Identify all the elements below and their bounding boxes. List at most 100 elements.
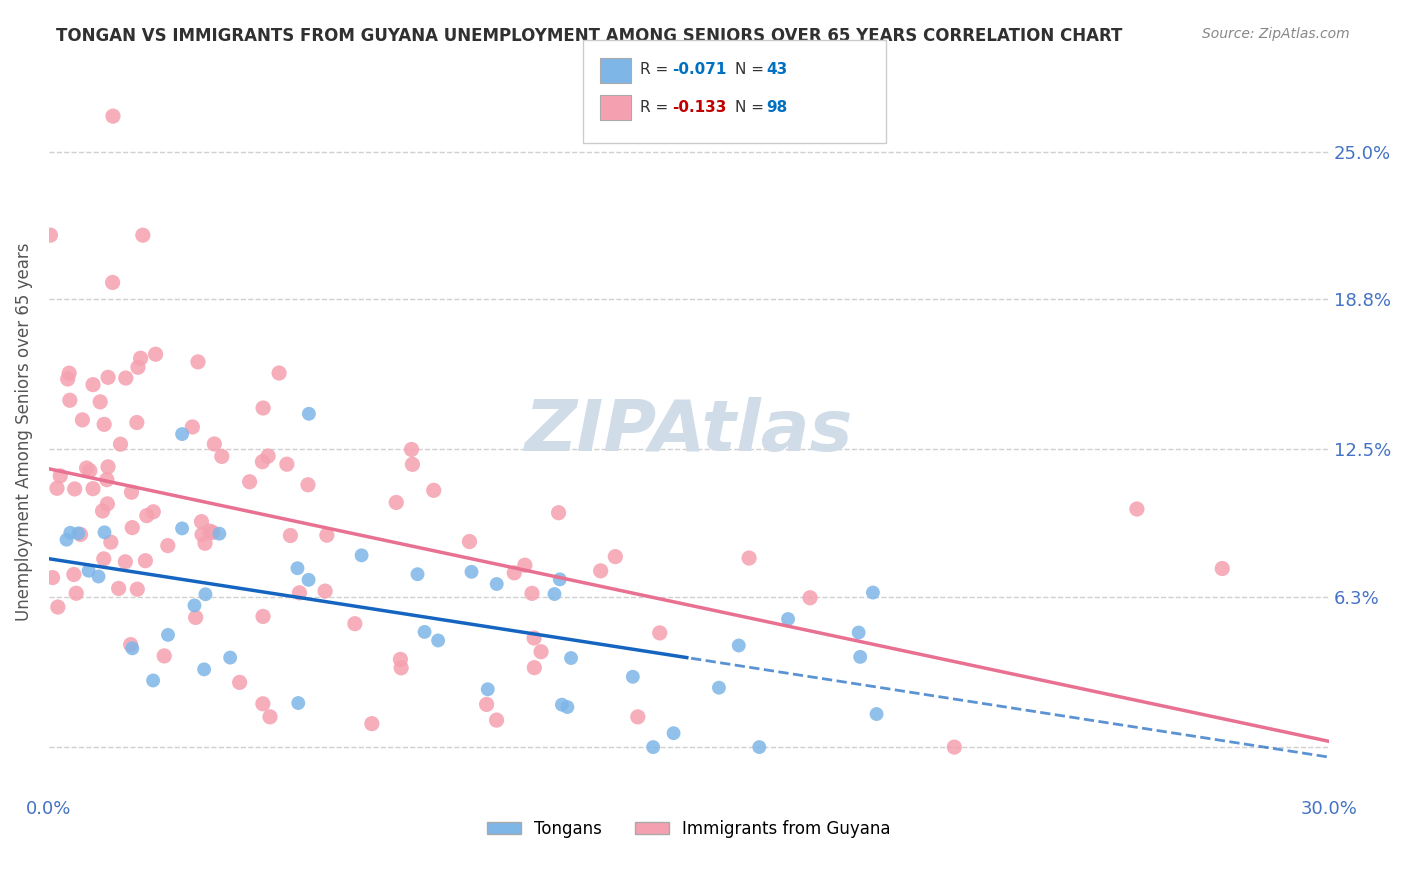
Point bbox=[738, 551, 761, 566]
Point bbox=[252, 401, 274, 415]
Point bbox=[1126, 502, 1149, 516]
Point bbox=[257, 449, 280, 463]
Point bbox=[77, 564, 100, 578]
Point bbox=[153, 648, 176, 663]
Point bbox=[427, 633, 450, 648]
Point bbox=[413, 624, 436, 639]
Point bbox=[503, 566, 526, 580]
Point bbox=[190, 515, 212, 529]
Point bbox=[776, 612, 799, 626]
Point bbox=[93, 525, 115, 540]
Text: TONGAN VS IMMIGRANTS FROM GUYANA UNEMPLOYMENT AMONG SENIORS OVER 65 YEARS CORREL: TONGAN VS IMMIGRANTS FROM GUYANA UNEMPLO… bbox=[56, 27, 1122, 45]
Point bbox=[193, 662, 215, 676]
Text: 43: 43 bbox=[766, 62, 787, 77]
Point bbox=[96, 497, 118, 511]
Point bbox=[132, 228, 155, 243]
Point bbox=[41, 571, 63, 585]
Point bbox=[121, 485, 143, 500]
Point bbox=[93, 552, 115, 566]
Point bbox=[63, 567, 86, 582]
Point bbox=[589, 564, 612, 578]
Point bbox=[287, 561, 309, 575]
Point bbox=[849, 649, 872, 664]
Point bbox=[350, 549, 373, 563]
Point bbox=[276, 457, 298, 471]
Point bbox=[156, 628, 179, 642]
Point bbox=[201, 525, 224, 540]
Point bbox=[191, 527, 214, 541]
Text: N =: N = bbox=[735, 100, 769, 114]
Point bbox=[621, 670, 644, 684]
Point bbox=[360, 716, 382, 731]
Point bbox=[72, 413, 94, 427]
Point bbox=[269, 366, 291, 380]
Point bbox=[93, 417, 115, 432]
Point bbox=[46, 600, 69, 615]
Point bbox=[523, 661, 546, 675]
Point bbox=[82, 377, 104, 392]
Text: Source: ZipAtlas.com: Source: ZipAtlas.com bbox=[1202, 27, 1350, 41]
Point bbox=[56, 372, 79, 386]
Point bbox=[46, 481, 69, 495]
Point bbox=[557, 700, 579, 714]
Point bbox=[55, 533, 77, 547]
Point bbox=[49, 468, 72, 483]
Point bbox=[219, 650, 242, 665]
Point bbox=[943, 740, 966, 755]
Point bbox=[523, 631, 546, 645]
Point bbox=[297, 477, 319, 491]
Point bbox=[100, 535, 122, 549]
Point bbox=[87, 569, 110, 583]
Point bbox=[389, 661, 412, 675]
Point bbox=[422, 483, 444, 498]
Point bbox=[59, 525, 82, 540]
Point bbox=[485, 577, 508, 591]
Point bbox=[91, 504, 114, 518]
Point bbox=[135, 508, 157, 523]
Point bbox=[315, 528, 337, 542]
Point bbox=[65, 586, 87, 600]
Point bbox=[39, 228, 62, 243]
Point bbox=[208, 526, 231, 541]
Text: R =: R = bbox=[640, 62, 673, 77]
Point bbox=[799, 591, 821, 605]
Point bbox=[97, 370, 120, 384]
Point bbox=[475, 698, 498, 712]
Point bbox=[297, 573, 319, 587]
Point bbox=[120, 638, 142, 652]
Point bbox=[513, 558, 536, 573]
Point bbox=[76, 461, 98, 475]
Point bbox=[662, 726, 685, 740]
Point bbox=[59, 393, 82, 408]
Point bbox=[259, 710, 281, 724]
Point bbox=[865, 706, 887, 721]
Point bbox=[477, 682, 499, 697]
Point bbox=[114, 555, 136, 569]
Point bbox=[543, 587, 565, 601]
Point bbox=[127, 582, 149, 597]
Text: -0.071: -0.071 bbox=[672, 62, 727, 77]
Point bbox=[96, 473, 118, 487]
Point bbox=[252, 455, 274, 469]
Point bbox=[228, 675, 250, 690]
Point bbox=[67, 526, 90, 541]
Point bbox=[134, 554, 156, 568]
Point bbox=[548, 573, 571, 587]
Point bbox=[121, 641, 143, 656]
Point bbox=[79, 464, 101, 478]
Point bbox=[127, 360, 149, 375]
Point bbox=[314, 584, 336, 599]
Point bbox=[401, 458, 423, 472]
Point bbox=[145, 347, 167, 361]
Point bbox=[287, 696, 309, 710]
Point bbox=[202, 437, 225, 451]
Point bbox=[172, 427, 194, 442]
Text: N =: N = bbox=[735, 62, 769, 77]
Point bbox=[187, 355, 209, 369]
Point bbox=[142, 505, 165, 519]
Text: R =: R = bbox=[640, 100, 673, 114]
Point bbox=[110, 437, 132, 451]
Point bbox=[530, 645, 553, 659]
Point bbox=[181, 420, 204, 434]
Point bbox=[401, 442, 423, 457]
